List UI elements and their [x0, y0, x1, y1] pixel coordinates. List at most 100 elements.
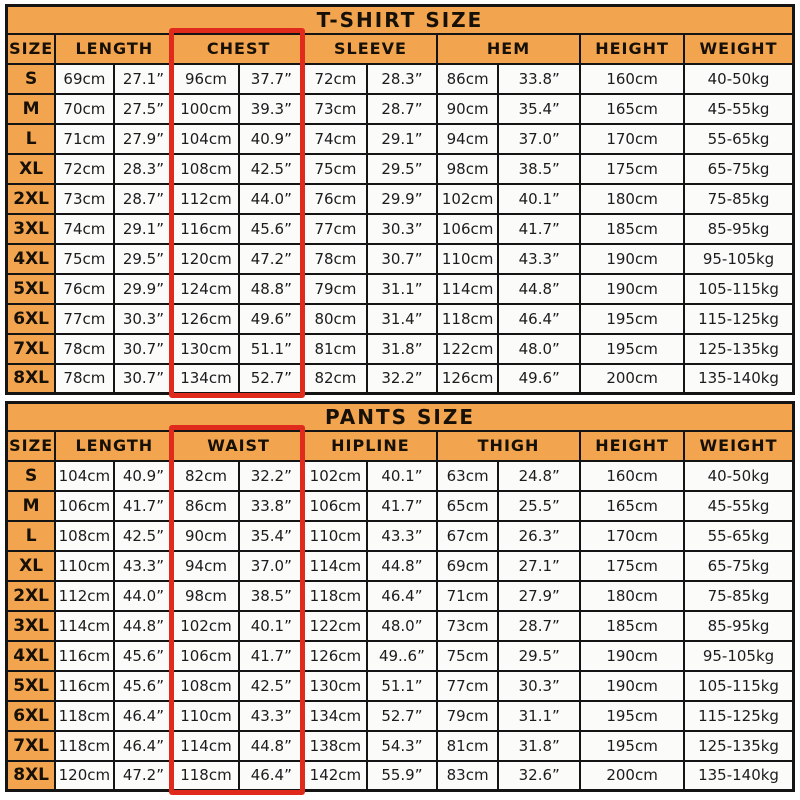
value-cell: 106cm [172, 639, 240, 672]
table-row-3xl: 3XL 74cm 29.1” 116cm 45.6” 77cm 30.3” 106cm 41.7… [5, 212, 795, 245]
value-cell: 118cm [54, 699, 115, 732]
size-label: 3XL [5, 609, 57, 642]
value-cell: 81cm [302, 332, 368, 365]
table-row-8xl: 8XL 78cm 30.7” 134cm 52.7” 82cm 32.2” 126cm 49.6… [5, 362, 795, 395]
value-cell: 43.3” [112, 549, 175, 582]
value-cell: 29.5” [497, 639, 582, 672]
value-cell: 65cm [435, 489, 500, 522]
value-cell: 195cm [579, 302, 686, 335]
value-cell: 126cm [302, 639, 368, 672]
table-row-s: S 104cm 40.9” 82cm 32.2” 102cm 40.1” 63cm 24.8” 1… [5, 459, 795, 492]
value-cell: 82cm [302, 362, 368, 395]
value-cell: 108cm [54, 519, 115, 552]
value-cell: 122cm [435, 332, 500, 365]
value-cell: 40.1” [365, 459, 438, 492]
value-cell: 65-75kg [683, 152, 795, 185]
value-cell: 80cm [302, 302, 368, 335]
value-cell: 40.9” [112, 459, 175, 492]
t-shirt-size-table: T-SHIRT SIZE SIZE LENGTH CHEST SLEEVE HEM HEIG… [5, 4, 795, 398]
column-header-length: LENGTH [54, 32, 175, 65]
value-cell: 110cm [302, 519, 368, 552]
value-cell: 32.2” [365, 362, 438, 395]
value-cell: 115-125kg [683, 699, 795, 732]
value-cell: 29.9” [365, 182, 438, 215]
table-row-6xl: 6XL 118cm 46.4” 110cm 43.3” 134cm 52.7” 79cm 31.… [5, 699, 795, 732]
size-label: L [5, 519, 57, 552]
value-cell: 52.7” [237, 362, 305, 395]
pants-size: PANTS SIZE SIZE LENGTH WAIST HIPLINE THIGH HEI… [5, 401, 795, 792]
table-row-4xl: 4XL 75cm 29.5” 120cm 47.2” 78cm 30.7” 110cm 43.3… [5, 242, 795, 275]
value-cell: 55-65kg [683, 519, 795, 552]
value-cell: 75cm [435, 639, 500, 672]
value-cell: 86cm [172, 489, 240, 522]
table-row-l: L 71cm 27.9” 104cm 40.9” 74cm 29.1” 94cm 37.0” 17… [5, 122, 795, 155]
value-cell: 30.7” [112, 362, 175, 395]
value-cell: 73cm [435, 609, 500, 642]
value-cell: 29.9” [112, 272, 175, 305]
column-header-hem: HEM [435, 32, 582, 65]
value-cell: 94cm [172, 549, 240, 582]
value-cell: 28.7” [112, 182, 175, 215]
value-cell: 180cm [579, 579, 686, 612]
value-cell: 27.9” [497, 579, 582, 612]
column-header-size: SIZE [5, 32, 57, 65]
value-cell: 76cm [54, 272, 115, 305]
value-cell: 170cm [579, 519, 686, 552]
value-cell: 78cm [302, 242, 368, 275]
value-cell: 30.3” [365, 212, 438, 245]
value-cell: 200cm [579, 362, 686, 395]
column-header-weight: WEIGHT [683, 32, 795, 65]
value-cell: 75cm [54, 242, 115, 275]
value-cell: 44.8” [237, 729, 305, 762]
size-label: 8XL [5, 362, 57, 395]
t-shirt-size-title: T-SHIRT SIZE [5, 4, 795, 35]
value-cell: 31.8” [497, 729, 582, 762]
value-cell: 29.1” [112, 212, 175, 245]
value-cell: 70cm [54, 92, 115, 125]
value-cell: 69cm [54, 62, 115, 95]
value-cell: 118cm [302, 579, 368, 612]
value-cell: 45-55kg [683, 489, 795, 522]
value-cell: 125-135kg [683, 332, 795, 365]
value-cell: 28.3” [112, 152, 175, 185]
value-cell: 37.7” [237, 62, 305, 95]
value-cell: 29.1” [365, 122, 438, 155]
value-cell: 41.7” [112, 489, 175, 522]
column-header-chest: CHEST [172, 32, 305, 65]
value-cell: 40.1” [497, 182, 582, 215]
value-cell: 44.0” [237, 182, 305, 215]
value-cell: 77cm [435, 669, 500, 702]
value-cell: 43.3” [365, 519, 438, 552]
value-cell: 49..6” [365, 639, 438, 672]
value-cell: 73cm [302, 92, 368, 125]
value-cell: 31.1” [365, 272, 438, 305]
size-label: M [5, 489, 57, 522]
value-cell: 27.1” [112, 62, 175, 95]
size-label: 5XL [5, 272, 57, 305]
table-row-xl: XL 72cm 28.3” 108cm 42.5” 75cm 29.5” 98cm 38.5” 1… [5, 152, 795, 185]
value-cell: 44.8” [365, 549, 438, 582]
value-cell: 33.8” [497, 62, 582, 95]
value-cell: 90cm [435, 92, 500, 125]
table-row-5xl: 5XL 116cm 45.6” 108cm 42.5” 130cm 51.1” 77cm 30.… [5, 669, 795, 702]
value-cell: 118cm [172, 759, 240, 792]
value-cell: 69cm [435, 549, 500, 582]
column-header-height: HEIGHT [579, 429, 686, 462]
value-cell: 190cm [579, 669, 686, 702]
value-cell: 48.0” [497, 332, 582, 365]
value-cell: 51.1” [237, 332, 305, 365]
value-cell: 67cm [435, 519, 500, 552]
value-cell: 25.5” [497, 489, 582, 522]
table-row-6xl: 6XL 77cm 30.3” 126cm 49.6” 80cm 31.4” 118cm 46.4… [5, 302, 795, 335]
value-cell: 90cm [172, 519, 240, 552]
column-header-waist: WAIST [172, 429, 305, 462]
value-cell: 48.0” [365, 609, 438, 642]
value-cell: 114cm [54, 609, 115, 642]
value-cell: 43.3” [497, 242, 582, 275]
value-cell: 165cm [579, 489, 686, 522]
value-cell: 105-115kg [683, 272, 795, 305]
value-cell: 28.7” [497, 609, 582, 642]
value-cell: 116cm [54, 669, 115, 702]
value-cell: 45.6” [112, 639, 175, 672]
value-cell: 37.0” [237, 549, 305, 582]
